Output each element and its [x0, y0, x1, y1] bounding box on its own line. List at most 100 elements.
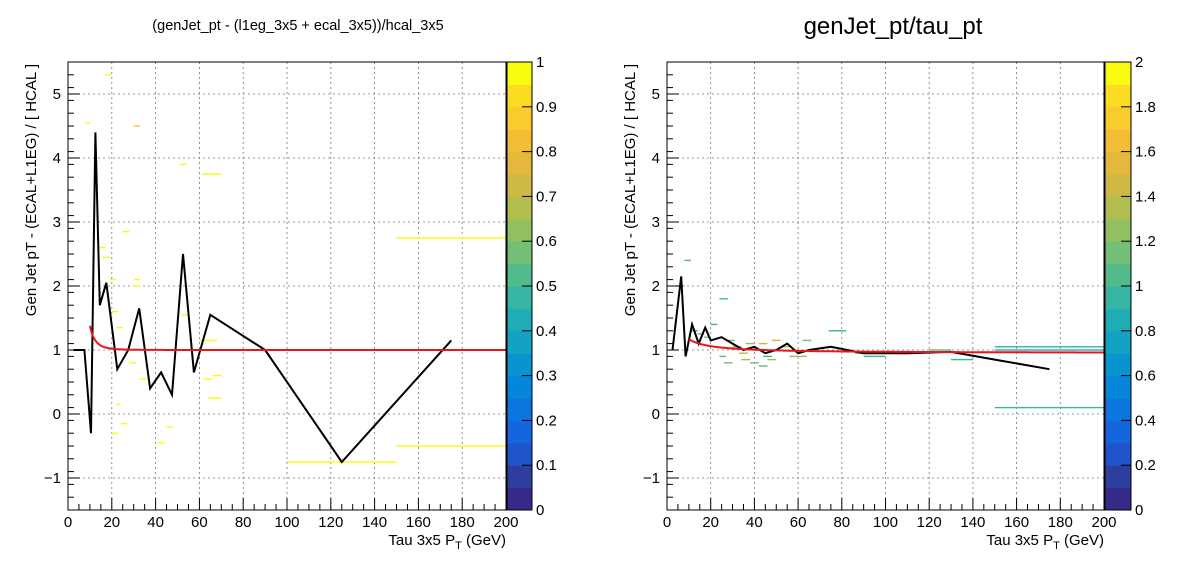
heatmap-cell [199, 339, 217, 342]
colorbar: 0 0.1 0.2 0.3 0.4 0.5 0.6 0.7 0.8 0.9 1 [506, 54, 557, 519]
heatmap-cell [111, 432, 119, 434]
colorbar-swatch [507, 465, 532, 489]
heatmap-cell [758, 342, 768, 345]
heatmap-cell [719, 298, 729, 300]
y-tick-label: 1 [53, 342, 61, 359]
x-tick-label: 100 [873, 514, 898, 531]
colorbar-swatch [1105, 106, 1131, 130]
x-tick-label: 140 [362, 514, 387, 531]
heatmap-cell [122, 230, 130, 233]
colorbar-swatch [507, 174, 532, 197]
heatmap-cell [116, 403, 121, 406]
colorbar-swatch [507, 442, 532, 466]
colorbar-tick-label: 0 [536, 502, 544, 519]
heatmap-cell [181, 314, 189, 316]
colorbar-swatch [1105, 174, 1131, 197]
colorbar-tick-label: 0.8 [1135, 323, 1156, 340]
heatmap-cell [120, 422, 128, 425]
heatmap-cell [396, 237, 506, 239]
y-tick-label: 0 [53, 406, 61, 423]
heatmap-cell [929, 349, 952, 351]
x-tick-label: 120 [318, 514, 343, 531]
colorbar-tick-label: 2 [1135, 54, 1143, 71]
y-tick-label: −1 [643, 470, 660, 487]
colorbar-swatch [507, 398, 532, 421]
colorbar-swatch [1105, 196, 1131, 220]
heatmap-cell [758, 365, 768, 367]
heatmap-cell [166, 426, 174, 428]
heatmap-cell [798, 355, 807, 358]
colorbar-swatch [507, 218, 532, 242]
colorbar-swatch [507, 106, 532, 130]
colorbar-swatch [1105, 263, 1131, 287]
colorbar-tick-label: 0.7 [536, 188, 557, 205]
heatmap-cell [863, 355, 886, 358]
x-tick-label: 80 [833, 514, 850, 531]
x-tick-label: 140 [960, 514, 985, 531]
heatmap-cell [739, 352, 748, 354]
y-axis-label: Gen Jet pT - (ECAL+L1EG) / [ HCAL ] [23, 64, 40, 316]
heatmap-cell [780, 346, 790, 348]
heatmap-cell [212, 374, 222, 377]
x-tick-label: 200 [493, 514, 518, 531]
colorbar-swatch [507, 196, 532, 220]
colorbar-tick-label: 1.6 [1135, 144, 1156, 161]
y-tick-label: 4 [652, 150, 660, 167]
heatmap-cell [201, 173, 222, 175]
x-tick-label: 20 [103, 514, 120, 531]
heatmap-cell [103, 256, 110, 258]
heatmap-cell [828, 330, 847, 332]
heatmap-cell [994, 349, 1104, 351]
colorbar-swatch [1105, 286, 1131, 309]
colorbar-swatch [507, 487, 532, 511]
heatmap-cell [704, 336, 711, 338]
colorbar-tick-label: 0.5 [536, 278, 557, 295]
colorbar-swatch [507, 286, 532, 309]
x-tick-label: 100 [274, 514, 299, 531]
x-axis-label: Tau 3x5 PT (GeV) [388, 532, 506, 552]
colorbar-swatch [1105, 129, 1131, 153]
heatmap-cell [98, 246, 106, 249]
x-axis: 0 20 40 60 80 100 120 140 160 180 200 [663, 498, 1117, 531]
colorbar: 0 0.2 0.4 0.6 0.8 1 1.2 1.4 1.6 1.8 2 [1104, 54, 1156, 519]
heatmap-cell [116, 326, 123, 329]
x-tick-label: 120 [917, 514, 942, 531]
colorbar-swatch [507, 241, 532, 265]
x-tick-label: 40 [147, 514, 164, 531]
colorbar-swatch [507, 84, 532, 108]
fit-curve [88, 325, 506, 351]
x-tick-label: 60 [191, 514, 208, 531]
heatmap-cell [771, 339, 781, 342]
colorbar-swatch [507, 151, 532, 175]
y-tick-label: 2 [53, 278, 61, 295]
colorbar-swatch [507, 420, 532, 444]
heatmap-cell [719, 355, 726, 358]
colorbar-tick-label: 0.9 [536, 99, 557, 116]
colorbar-tick-label: 1.2 [1135, 233, 1156, 250]
heatmap-cell [723, 362, 733, 364]
colorbar-swatch [1105, 84, 1131, 108]
heatmap-cell [710, 323, 718, 326]
heatmap-cell [179, 163, 187, 166]
colorbar-swatch [507, 330, 532, 354]
colorbar-swatch [1105, 151, 1131, 175]
x-tick-label: 80 [235, 514, 252, 531]
y-tick-label: 1 [652, 342, 660, 359]
y-axis: −1 0 1 2 3 4 5 [643, 61, 679, 511]
colorbar-swatch [507, 375, 532, 399]
colorbar-tick-label: 0.4 [536, 323, 557, 340]
colorbar-swatch [1105, 308, 1131, 332]
heatmap-cell [697, 333, 705, 335]
heatmap-cell [111, 310, 119, 313]
heatmap-cell [994, 406, 1104, 409]
x-tick-label: 160 [1004, 514, 1029, 531]
heatmap-cell [129, 362, 136, 364]
colorbar-swatch [1105, 62, 1131, 85]
plot-area [667, 62, 1104, 510]
colorbar-tick-label: 0.3 [536, 368, 557, 385]
y-tick-label: 3 [652, 214, 660, 231]
heatmap-cell [203, 378, 213, 380]
x-tick-label: 20 [702, 514, 719, 531]
heatmap-cell [684, 259, 692, 262]
